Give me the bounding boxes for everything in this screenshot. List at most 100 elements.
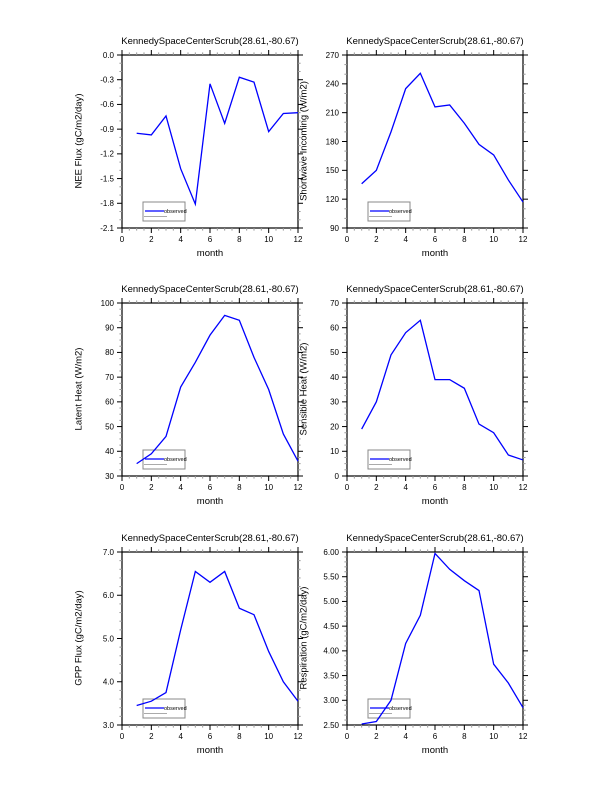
y-tick-label: 100	[101, 299, 115, 308]
data-line-observed	[136, 76, 299, 207]
y-tick-label: 50	[105, 422, 114, 431]
x-tick-label: 0	[345, 235, 350, 244]
y-tick-label: 270	[326, 51, 340, 60]
y-tick-label: 180	[326, 137, 340, 146]
legend-label: observed	[164, 706, 187, 712]
y-tick-label: -0.6	[100, 100, 114, 109]
x-tick-label: 2	[374, 732, 379, 741]
x-tick-label: 10	[489, 483, 498, 492]
y-axis-label: NEE Flux (gC/m2/day)	[73, 93, 85, 189]
legend-box	[367, 698, 411, 719]
respiration-plot: 0 2 4 6 8 10 12 6.00 5.50 5.00 4.50 4.00 3.50 3.00 2.5…	[323, 547, 528, 741]
x-tick-label: 0	[120, 483, 125, 492]
y-axis-ticks: 70 60 50 40 30 20 10 0	[330, 299, 528, 481]
data-line-observed	[136, 570, 299, 707]
legend-box	[142, 698, 186, 719]
y-axis-ticks: 7.0 6.0 5.0 4.0 3.0	[103, 548, 303, 730]
legend-box	[367, 449, 411, 470]
y-tick-label: 5.0	[103, 634, 115, 643]
x-tick-label: 6	[433, 732, 438, 741]
y-tick-label: 20	[330, 422, 339, 431]
data-line-observed	[361, 552, 524, 725]
x-tick-label: 10	[264, 235, 273, 244]
y-tick-label: 120	[326, 195, 340, 204]
x-tick-label: 4	[178, 732, 183, 741]
y-tick-label: 5.50	[323, 573, 339, 582]
y-tick-label: -0.9	[100, 125, 114, 134]
legend-box	[142, 201, 186, 222]
x-axis-label: month	[196, 745, 224, 756]
y-tick-label: 0.0	[103, 51, 115, 60]
x-tick-label: 0	[345, 483, 350, 492]
x-tick-label: 2	[149, 235, 154, 244]
chart-title: KennedySpaceCenterScrub(28.61,-80.67)	[121, 284, 299, 295]
x-tick-label: 10	[489, 235, 498, 244]
legend: observed	[142, 201, 187, 222]
y-tick-label: 4.00	[323, 647, 339, 656]
y-tick-label: 150	[326, 166, 340, 175]
x-tick-label: 2	[374, 235, 379, 244]
legend-label: observed	[389, 209, 412, 215]
y-tick-label: 40	[105, 447, 114, 456]
x-tick-label: 12	[519, 483, 528, 492]
y-tick-label: 2.50	[323, 721, 339, 730]
x-axis-ticks: 0 2 4 6 8 10 12	[120, 298, 303, 492]
y-tick-label: 6.00	[323, 548, 339, 557]
y-tick-label: 90	[330, 224, 339, 233]
x-axis-ticks: 0 2 4 6 8 10 12	[345, 547, 528, 741]
chart-title: KennedySpaceCenterScrub(28.61,-80.67)	[346, 36, 524, 47]
latent-heat-plot: 0 2 4 6 8 10 12 100 90 80 70 60 50 40 30 observed	[101, 298, 303, 492]
chart-title: KennedySpaceCenterScrub(28.61,-80.67)	[121, 36, 299, 47]
y-axis-ticks: 100 90 80 70 60 50 40 30	[101, 299, 303, 481]
y-tick-label: 240	[326, 80, 340, 89]
y-tick-label: 70	[330, 299, 339, 308]
y-axis-ticks: 0.0 -0.3 -0.6 -0.9 -1.2 -1.5 -1.8 -2.1	[100, 51, 303, 233]
x-tick-label: 12	[294, 483, 303, 492]
x-tick-label: 4	[178, 483, 183, 492]
x-tick-label: 6	[208, 235, 213, 244]
y-tick-label: 60	[105, 398, 114, 407]
y-tick-label: 40	[330, 373, 339, 382]
x-axis-ticks: 0 2 4 6 8 10 12	[120, 547, 303, 741]
legend-label: observed	[389, 457, 412, 463]
x-tick-label: 4	[403, 235, 408, 244]
y-tick-label: -1.5	[100, 174, 114, 183]
legend-label: observed	[389, 706, 412, 712]
y-tick-label: 10	[330, 447, 339, 456]
y-tick-label: 30	[105, 472, 114, 481]
x-axis-ticks: 0 2 4 6 8 10 12	[345, 298, 528, 492]
y-tick-label: 210	[326, 108, 340, 117]
y-tick-label: 4.50	[323, 622, 339, 631]
x-axis-label: month	[196, 496, 224, 507]
x-tick-label: 8	[237, 732, 242, 741]
chart-panel-gpp-flux: 0 2 4 6 8 10 12 7.0 6.0 5.0 4.0 3.0 observed Kennedy…	[58, 532, 318, 782]
x-tick-label: 6	[208, 483, 213, 492]
x-axis-ticks: 0 2 4 6 8 10 12	[345, 50, 528, 244]
y-tick-label: 80	[105, 348, 114, 357]
chart-panel-respiration: 0 2 4 6 8 10 12 6.00 5.50 5.00 4.50 4.00 3.50 3.00 2.5…	[283, 532, 543, 782]
x-tick-label: 2	[374, 483, 379, 492]
x-tick-label: 12	[294, 235, 303, 244]
y-axis-label: Shortwave Incoming (W/m2)	[298, 81, 310, 201]
x-tick-label: 6	[433, 483, 438, 492]
x-tick-label: 6	[208, 732, 213, 741]
y-axis-label: Latent Heat (W/m2)	[73, 347, 85, 431]
chart-title: KennedySpaceCenterScrub(28.61,-80.67)	[346, 533, 524, 544]
data-line-observed	[361, 319, 524, 461]
x-tick-label: 6	[433, 235, 438, 244]
y-tick-label: 5.00	[323, 597, 339, 606]
y-axis-ticks: 6.00 5.50 5.00 4.50 4.00 3.50 3.00 2.50	[323, 548, 528, 730]
y-tick-label: 6.0	[103, 591, 115, 600]
nee-flux-plot: 0 2 4 6 8 10 12 0.0 -0.3 -0.6 -0.9 -1.2 -1.5 -1.8 -2.1…	[100, 50, 303, 244]
x-tick-label: 0	[120, 235, 125, 244]
shortwave-incoming-plot: 0 2 4 6 8 10 12 270 240 210 180 150 120 90 observed	[326, 50, 528, 244]
legend-label: observed	[164, 457, 187, 463]
x-tick-label: 8	[462, 235, 467, 244]
x-axis-label: month	[421, 496, 449, 507]
y-tick-label: 3.0	[103, 721, 115, 730]
data-line-observed	[136, 314, 299, 465]
x-tick-label: 4	[403, 483, 408, 492]
x-axis-label: month	[421, 248, 449, 259]
y-tick-label: 7.0	[103, 548, 115, 557]
y-tick-label: 30	[330, 398, 339, 407]
